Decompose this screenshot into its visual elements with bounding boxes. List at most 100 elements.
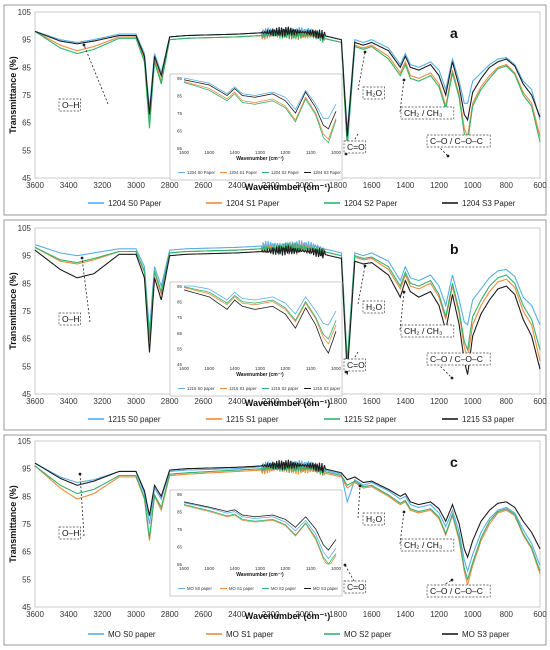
inset-legend-label: 1204 S1 Paper: [229, 170, 258, 175]
legend-label: 1204 S0 Paper: [108, 199, 162, 208]
annotation-label-co: C=O: [347, 142, 365, 152]
annotations: O–H H₂O CH₂ / CH₃ C=O C–O / C–O–C: [58, 472, 491, 598]
x-tick-label: 3200: [93, 397, 111, 406]
x-tick-label: 1400: [396, 610, 414, 619]
x-tick-label: 2600: [194, 397, 212, 406]
panel-label: a: [450, 25, 458, 41]
x-tick-label: 1400: [396, 181, 414, 190]
y-axis: 45 55 65 75 85 95 105: [18, 8, 32, 183]
inset-y-tick-label: 95: [177, 284, 183, 289]
x-tick-label: 2200: [262, 610, 280, 619]
y-tick-label: 105: [18, 437, 32, 446]
series-line-0: [34, 240, 541, 361]
x-tick-label: 600: [533, 610, 547, 619]
annotation-box: [343, 580, 366, 594]
legend-label: MO S1 paper: [226, 630, 274, 639]
inset-legend-label: 1204 S3 Paper: [313, 170, 342, 175]
annotation-label-oh: O–H: [62, 100, 79, 110]
x-tick-label: 1200: [430, 181, 448, 190]
x-tick-label: 800: [500, 397, 514, 406]
x-tick-label: 1600: [363, 610, 381, 619]
x-tick-label: 2000: [295, 181, 313, 190]
inset-series-line-3: [183, 79, 337, 130]
x-tick-label: 2200: [262, 181, 280, 190]
legend-label: MO S2 paper: [344, 630, 392, 639]
x-tick-label: 3200: [93, 181, 111, 190]
inset-x-tick-label: 1600: [179, 150, 190, 155]
x-tick-label: 1000: [464, 397, 482, 406]
inset-series-line-0: [183, 502, 337, 560]
panel-label: b: [450, 241, 459, 257]
x-tick-label: 3600: [26, 397, 44, 406]
inset-x-axis-title: Wavenumber (cm⁻¹): [236, 572, 284, 578]
inset-series-line-2: [183, 504, 337, 565]
inset-x-tick-label: 1500: [204, 366, 215, 371]
x-axis-title: Wavenumber (cm⁻¹): [245, 182, 330, 192]
inset-x-tick-label: 1400: [230, 150, 241, 155]
annotation-arrowhead: [450, 578, 454, 582]
annotation-arrow: [357, 51, 366, 91]
inset-x-tick-label: 1400: [230, 366, 241, 371]
annotation-label-water: H₂O: [366, 302, 382, 312]
inset-frame: [169, 281, 343, 397]
inset-x-tick-label: 1000: [331, 366, 342, 371]
annotation-arrow: [83, 44, 109, 105]
x-tick-label: 3400: [60, 610, 78, 619]
x-tick-label: 1200: [430, 610, 448, 619]
annotation-label-coc: C–O / C–O–C: [430, 136, 483, 146]
inset-legend-label: 1215 S0 paper: [187, 386, 215, 391]
annotation-label-co: C=O: [347, 582, 365, 592]
inset-legend-label: 1204 S0 Paper: [187, 170, 216, 175]
y-tick-label: 85: [22, 63, 31, 72]
y-tick-label: 105: [18, 224, 32, 233]
annotation-box: [343, 358, 366, 372]
annotation-arrowhead: [450, 376, 454, 380]
chart-panel-b: 45 55 65 75 85 95 105 3600 3400 3200 3000 2800 2600 2…: [3, 219, 547, 431]
x-axis-title: Wavenumber (cm⁻¹): [245, 611, 330, 621]
inset-x-tick-label: 1100: [306, 566, 316, 571]
inset-series-line-3: [183, 289, 337, 354]
x-tick-label: 600: [533, 397, 547, 406]
annotation-arrow: [357, 485, 361, 519]
inset-x-tick-label: 1400: [230, 566, 241, 571]
inset-legend-label: 1204 S2 Paper: [271, 170, 300, 175]
inset-y-tick-label: 75: [177, 111, 183, 116]
y-tick-label: 65: [22, 119, 31, 128]
series-line-2: [34, 29, 541, 148]
inset-series-line-0: [184, 285, 337, 326]
annotation-label-ch: CH₂ / CH₃: [404, 108, 442, 118]
annotation-box: [400, 538, 455, 552]
x-tick-label: 2800: [161, 610, 179, 619]
y-tick-label: 45: [22, 603, 31, 612]
inset-legend-label: MO S3 paper: [313, 586, 339, 591]
x-tick-label: 1800: [329, 181, 347, 190]
inset-legend-label: MO S2 paper: [271, 586, 297, 591]
annotations: O–H H₂O CH₂ / CH₃ C=O C–O / C–O–C: [58, 256, 491, 380]
x-tick-label: 2600: [194, 610, 212, 619]
annotation-box: [58, 312, 81, 326]
inset-y-tick-label: 85: [177, 300, 183, 305]
inset-x-tick-label: 1200: [280, 366, 291, 371]
annotation-box: [58, 526, 81, 540]
x-tick-label: 3000: [127, 610, 145, 619]
inset-x-axis-title: Wavenumber (cm⁻¹): [236, 372, 284, 378]
inset-series-line-3: [183, 501, 337, 551]
annotation-arrowhead: [363, 264, 367, 268]
annotation-box: [343, 140, 366, 154]
x-tick-label: 2400: [228, 397, 246, 406]
inset-x-tick-label: 1100: [306, 366, 316, 371]
annotation-arrowhead: [78, 472, 82, 476]
inset-x-tick-label: 1600: [179, 366, 190, 371]
annotation-label-oh: O–H: [62, 528, 79, 538]
inset-y-tick-label: 75: [177, 527, 183, 532]
inset-series-line-2: [183, 82, 337, 144]
y-tick-label: 95: [22, 36, 31, 45]
inset-chart: 55 65 75 85 95 1600 1500 1400 1300 1200 1100 1000 Wa…: [169, 489, 343, 597]
inset-x-tick-label: 1300: [255, 566, 266, 571]
inset-chart: 45 55 65 75 85 95 1600 1500 1400 1300 1200 1100 1000…: [169, 281, 343, 397]
x-tick-label: 1400: [396, 397, 414, 406]
inset-y-tick-label: 95: [177, 76, 183, 81]
inset-y-tick-label: 55: [177, 562, 183, 567]
inset-x-tick-label: 1600: [179, 566, 190, 571]
x-tick-label: 1800: [329, 397, 347, 406]
